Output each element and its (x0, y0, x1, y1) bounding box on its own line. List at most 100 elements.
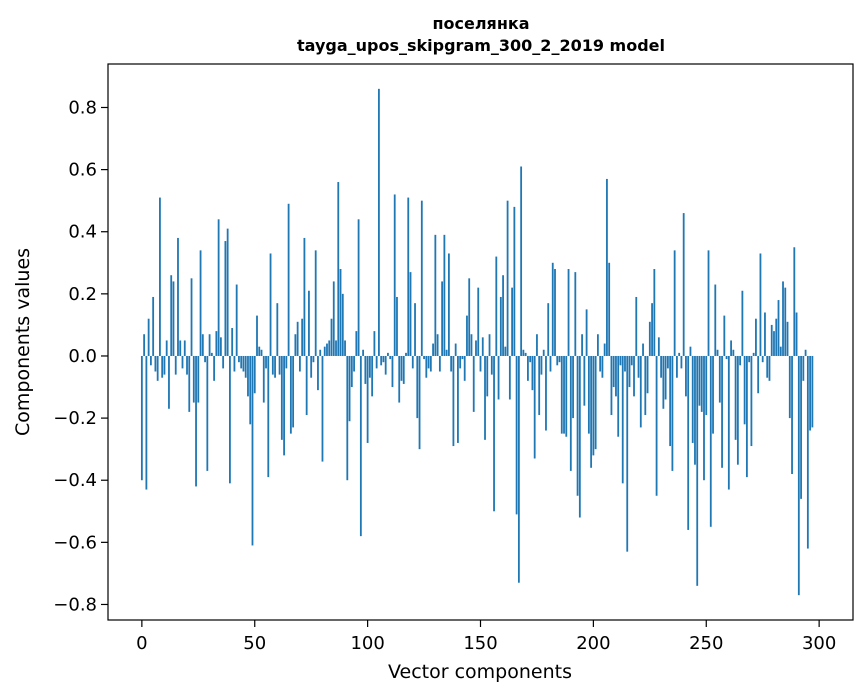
bar-218 (633, 355, 635, 397)
bar-119 (409, 272, 412, 356)
bar-69 (296, 321, 299, 356)
bar-185 (558, 355, 561, 363)
bar-68 (294, 334, 297, 356)
bar-219 (635, 296, 638, 356)
bar-56 (267, 355, 270, 478)
bar-43 (238, 355, 240, 363)
bar-240 (682, 213, 685, 356)
bar-156 (493, 355, 495, 512)
bar-234 (669, 355, 672, 447)
bar-275 (761, 355, 764, 363)
bar-223 (644, 355, 647, 415)
bar-251 (707, 250, 710, 356)
bar-261 (730, 340, 732, 356)
bar-73 (305, 355, 308, 415)
bar-177 (540, 355, 543, 375)
bar-158 (497, 355, 500, 400)
bar-107 (382, 355, 385, 363)
x-tick-label: 0 (136, 633, 147, 654)
bar-229 (657, 337, 660, 356)
bar-3 (147, 318, 150, 356)
bar-210 (615, 355, 617, 397)
bar-64 (285, 355, 288, 369)
bar-112 (393, 194, 396, 356)
bar-266 (741, 290, 744, 356)
bar-291 (797, 355, 800, 596)
bar-135 (445, 349, 448, 356)
bar-126 (425, 355, 428, 378)
bar-155 (490, 355, 493, 375)
bar-224 (646, 355, 649, 394)
bar-65 (287, 203, 290, 356)
bar-114 (398, 355, 401, 403)
bar-79 (319, 349, 322, 356)
bar-293 (802, 355, 805, 381)
bar-116 (402, 355, 405, 384)
x-axis-ticks: 0 50 100 150 200 250 300 (136, 620, 836, 654)
bar-44 (240, 355, 243, 369)
bar-248 (700, 355, 703, 412)
x-tick-label: 100 (350, 633, 384, 654)
bar-81 (323, 346, 326, 356)
bar-260 (727, 355, 730, 490)
bar-142 (461, 355, 464, 360)
bar-4 (149, 355, 152, 366)
bar-181 (549, 355, 552, 372)
plot-frame (107, 63, 854, 621)
bar-220 (637, 355, 640, 378)
bar-178 (542, 349, 545, 356)
bar-40 (231, 328, 234, 356)
bar-235 (671, 355, 674, 471)
bar-282 (777, 300, 780, 356)
bar-14 (172, 281, 175, 356)
bar-162 (506, 200, 509, 356)
bar-7 (156, 355, 159, 381)
bar-88 (339, 269, 342, 356)
bar-55 (265, 355, 267, 369)
bar-97 (359, 355, 362, 537)
bar-60 (276, 303, 279, 356)
bar-147 (472, 355, 475, 412)
bar-70 (298, 355, 301, 372)
bar-71 (301, 318, 304, 356)
bar-262 (732, 349, 735, 356)
bar-36 (222, 355, 225, 369)
bar-227 (653, 269, 656, 356)
bar-253 (712, 355, 714, 434)
bar-217 (630, 355, 633, 366)
bar-89 (341, 293, 344, 356)
bar-103 (373, 331, 376, 356)
bar-25 (197, 355, 200, 403)
bar-159 (499, 296, 502, 356)
bar-168 (520, 166, 523, 356)
bar-0 (140, 355, 143, 481)
bar-127 (427, 355, 430, 369)
bar-105 (378, 88, 380, 356)
y-axis-label: Components values (12, 248, 34, 436)
bar-184 (556, 355, 559, 366)
bar-23 (192, 355, 195, 403)
bar-273 (757, 355, 760, 394)
y-tick-label: −0.8 (53, 594, 97, 615)
bar-136 (447, 253, 450, 356)
bar-286 (786, 321, 789, 356)
bar-46 (244, 355, 247, 378)
bar-90 (344, 340, 346, 356)
bar-134 (443, 234, 446, 356)
bar-108 (384, 355, 387, 375)
bar-161 (504, 346, 507, 356)
bar-194 (578, 355, 581, 518)
bar-6 (154, 355, 157, 372)
chart-title: поселянка (432, 14, 529, 33)
bar-205 (603, 343, 606, 356)
y-tick-label: 0.0 (68, 346, 97, 367)
bar-265 (739, 355, 742, 366)
bar-48 (249, 355, 252, 425)
bar-47 (247, 355, 249, 397)
x-tick-label: 250 (689, 633, 723, 654)
bar-206 (606, 178, 608, 356)
bar-38 (226, 228, 229, 356)
bar-153 (486, 355, 489, 397)
bar-118 (407, 197, 410, 356)
bar-187 (563, 355, 565, 434)
